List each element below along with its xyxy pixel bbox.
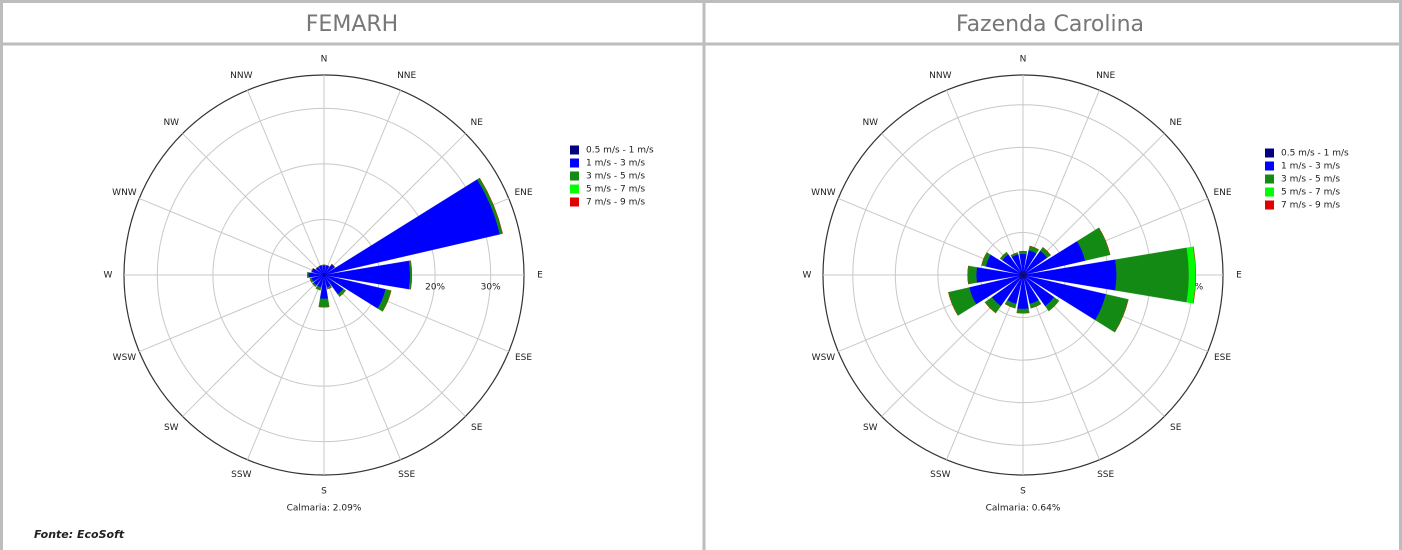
wedge bbox=[1030, 303, 1042, 309]
wedge bbox=[1000, 252, 1007, 259]
direction-label: NNW bbox=[230, 71, 252, 81]
direction-label: WNW bbox=[112, 188, 137, 198]
spoke bbox=[182, 274, 325, 417]
legend-label: 7 m/s - 9 m/s bbox=[586, 198, 645, 208]
column-title: Fazenda Carolina bbox=[956, 12, 1144, 37]
direction-label: NNE bbox=[397, 71, 416, 81]
legend-swatch bbox=[1265, 174, 1274, 184]
wedge bbox=[326, 260, 411, 290]
direction-label: WSW bbox=[812, 353, 836, 363]
spoke bbox=[323, 274, 466, 417]
spoke bbox=[139, 198, 325, 276]
spoke bbox=[323, 274, 401, 460]
legend-swatch bbox=[570, 197, 579, 207]
spoke bbox=[182, 133, 325, 276]
direction-label: SE bbox=[471, 423, 483, 433]
wedge bbox=[410, 260, 412, 290]
wedge bbox=[1018, 251, 1028, 255]
legend-swatch bbox=[570, 158, 579, 168]
spoke bbox=[247, 274, 325, 460]
spoke bbox=[323, 133, 466, 276]
column-title: FEMARH bbox=[306, 12, 398, 37]
legend-label: 5 m/s - 7 m/s bbox=[1281, 188, 1340, 198]
direction-label: W bbox=[803, 271, 812, 281]
direction-label: SSW bbox=[930, 470, 950, 480]
direction-label: SE bbox=[1170, 423, 1182, 433]
legend-label: 3 m/s - 5 m/s bbox=[1281, 175, 1340, 185]
wedge bbox=[327, 287, 332, 290]
direction-label: NW bbox=[163, 118, 179, 128]
direction-label: S bbox=[321, 487, 327, 497]
direction-label: SSE bbox=[398, 470, 415, 480]
direction-label: NNE bbox=[1096, 71, 1115, 81]
direction-label: ENE bbox=[515, 188, 533, 198]
direction-label: S bbox=[1020, 487, 1026, 497]
direction-label: SW bbox=[164, 423, 179, 433]
direction-label: SSE bbox=[1097, 470, 1114, 480]
direction-label: ESE bbox=[1214, 353, 1231, 363]
direction-label: NW bbox=[862, 118, 878, 128]
legend-label: 0.5 m/s - 1 m/s bbox=[586, 146, 654, 156]
legend-swatch bbox=[570, 171, 579, 181]
spoke bbox=[946, 90, 1024, 276]
direction-label: SSW bbox=[231, 470, 251, 480]
legend-label: 1 m/s - 3 m/s bbox=[1281, 162, 1340, 172]
direction-label: WSW bbox=[113, 353, 137, 363]
legend-label: 0.5 m/s - 1 m/s bbox=[1281, 149, 1349, 159]
r-tick-label: 20% bbox=[425, 283, 445, 293]
legend-swatch bbox=[1265, 161, 1274, 171]
direction-label: SW bbox=[863, 423, 878, 433]
legend-label: 5 m/s - 7 m/s bbox=[586, 185, 645, 195]
legend-swatch bbox=[1265, 187, 1274, 197]
direction-label: N bbox=[321, 55, 328, 65]
wedge bbox=[1115, 247, 1190, 303]
direction-label: W bbox=[104, 271, 113, 281]
direction-label: NNW bbox=[929, 71, 951, 81]
r-tick-label: 30% bbox=[481, 283, 501, 293]
legend-label: 3 m/s - 5 m/s bbox=[586, 172, 645, 182]
legend-swatch bbox=[570, 184, 579, 194]
direction-label: ENE bbox=[1214, 188, 1232, 198]
wedge bbox=[1098, 227, 1111, 255]
wedge bbox=[967, 265, 977, 285]
direction-label: ESE bbox=[515, 353, 532, 363]
legend-swatch bbox=[1265, 148, 1274, 158]
legend-label: 7 m/s - 9 m/s bbox=[1281, 201, 1340, 211]
wedge bbox=[981, 252, 988, 266]
wedge bbox=[318, 298, 330, 308]
wedge bbox=[309, 278, 312, 283]
wedge bbox=[1016, 308, 1030, 314]
direction-label: E bbox=[1236, 271, 1242, 281]
wedge bbox=[1004, 303, 1016, 309]
direction-label: WNW bbox=[811, 188, 836, 198]
direction-label: E bbox=[537, 271, 543, 281]
annotation: Calmaria: 0.64% bbox=[986, 504, 1061, 514]
direction-label: NE bbox=[471, 118, 484, 128]
legend-swatch bbox=[1265, 200, 1274, 210]
spoke bbox=[881, 133, 1024, 276]
direction-label: N bbox=[1020, 55, 1027, 65]
wedge bbox=[1010, 252, 1018, 256]
legend-label: 1 m/s - 3 m/s bbox=[586, 159, 645, 169]
wedge bbox=[1029, 245, 1039, 250]
legend-swatch bbox=[570, 145, 579, 155]
direction-label: NE bbox=[1170, 118, 1183, 128]
annotation: Calmaria: 2.09% bbox=[287, 504, 362, 514]
spoke bbox=[1022, 90, 1100, 276]
wedge bbox=[479, 177, 503, 234]
source-note: Fonte: EcoSoft bbox=[34, 528, 125, 541]
spoke bbox=[323, 90, 401, 276]
spoke bbox=[139, 274, 325, 352]
spoke bbox=[247, 90, 325, 276]
